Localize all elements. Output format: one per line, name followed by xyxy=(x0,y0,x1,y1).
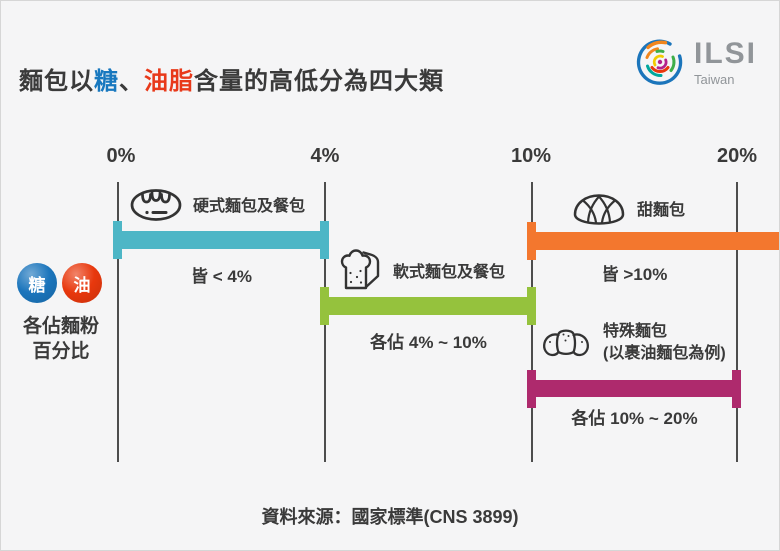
axis-tick-20: 20% xyxy=(716,145,758,167)
category-soft-bread-label: 軟式麵包及餐包 xyxy=(393,264,506,281)
title-separator: 、 xyxy=(119,68,144,96)
legend-caption-line2: 百分比 xyxy=(32,341,90,362)
title-part1: 麵包以 xyxy=(19,68,94,96)
bar-hard-bread-cap-left xyxy=(113,221,122,259)
page-title: 麵包以糖、油脂含量的高低分為四大類 xyxy=(19,61,444,96)
oil-badge-label: 油 xyxy=(73,275,91,295)
toast-bread-icon xyxy=(340,249,380,290)
legend-caption: 各佔麵粉 百分比 xyxy=(7,314,115,364)
bar-sweet-bun-cap-left xyxy=(527,222,536,260)
bar-sweet-bun xyxy=(527,222,779,260)
logo-name: ILSI xyxy=(693,37,757,70)
title-sugar-accent: 糖 xyxy=(94,68,119,96)
data-source: 資料來源：國家標準(CNS 3899) xyxy=(261,507,519,527)
category-sweet-bun-header: 甜麵包 xyxy=(571,189,685,227)
sugar-badge: 糖 xyxy=(17,263,57,303)
range-label-hard-bread: 皆 < 4% xyxy=(191,267,252,286)
category-hard-bread-label: 硬式麵包及餐包 xyxy=(193,198,306,215)
gridline-0pct xyxy=(117,182,119,462)
range-label-sweet-bun: 皆 >10% xyxy=(601,265,668,284)
legend-caption-line1: 各佔麵粉 xyxy=(22,316,99,337)
title-oil-accent: 油脂 xyxy=(144,68,194,96)
range-label-soft-bread: 各佔 4% ~ 10% xyxy=(370,333,487,352)
bar-hard-bread xyxy=(113,221,329,259)
ilsi-logo: ILSI Taiwan xyxy=(635,37,757,87)
category-special-bread-label: 特殊麵包 (以裹油麵包為例) xyxy=(603,321,726,365)
category-special-bread-note: (以裹油麵包為例) xyxy=(603,345,726,362)
ilsi-logo-icon xyxy=(636,39,683,85)
bar-soft-bread-cap-left xyxy=(320,287,329,325)
range-label-special-bread: 各佔 10% ~ 20% xyxy=(571,409,698,428)
title-part2: 含量的高低分為四大類 xyxy=(194,68,444,96)
hard-bread-icon xyxy=(130,189,182,221)
sweet-bun-icon xyxy=(573,194,625,225)
axis-tick-4: 4% xyxy=(310,145,340,167)
oil-badge: 油 xyxy=(62,263,102,303)
logo-region: Taiwan xyxy=(693,72,735,87)
croissant-icon xyxy=(543,329,589,357)
bar-special-bread-cap-right xyxy=(732,370,741,408)
axis-tick-10: 10% xyxy=(510,145,552,167)
bar-special-bread xyxy=(527,370,741,408)
category-special-bread-name: 特殊麵包 xyxy=(603,323,668,340)
axis-tick-0: 0% xyxy=(106,145,136,167)
category-hard-bread-header: 硬式麵包及餐包 xyxy=(129,185,305,223)
category-soft-bread-header: 軟式麵包及餐包 xyxy=(337,247,505,293)
bar-hard-bread-cap-right xyxy=(320,221,329,259)
sugar-badge-label: 糖 xyxy=(28,275,46,295)
bar-soft-bread-cap-right xyxy=(527,287,536,325)
category-sweet-bun-label: 甜麵包 xyxy=(637,202,686,219)
gridline-20pct xyxy=(736,182,738,462)
category-special-bread-header: 特殊麵包 (以裹油麵包為例) xyxy=(539,321,726,365)
bar-special-bread-cap-left xyxy=(527,370,536,408)
bar-soft-bread xyxy=(320,287,536,325)
